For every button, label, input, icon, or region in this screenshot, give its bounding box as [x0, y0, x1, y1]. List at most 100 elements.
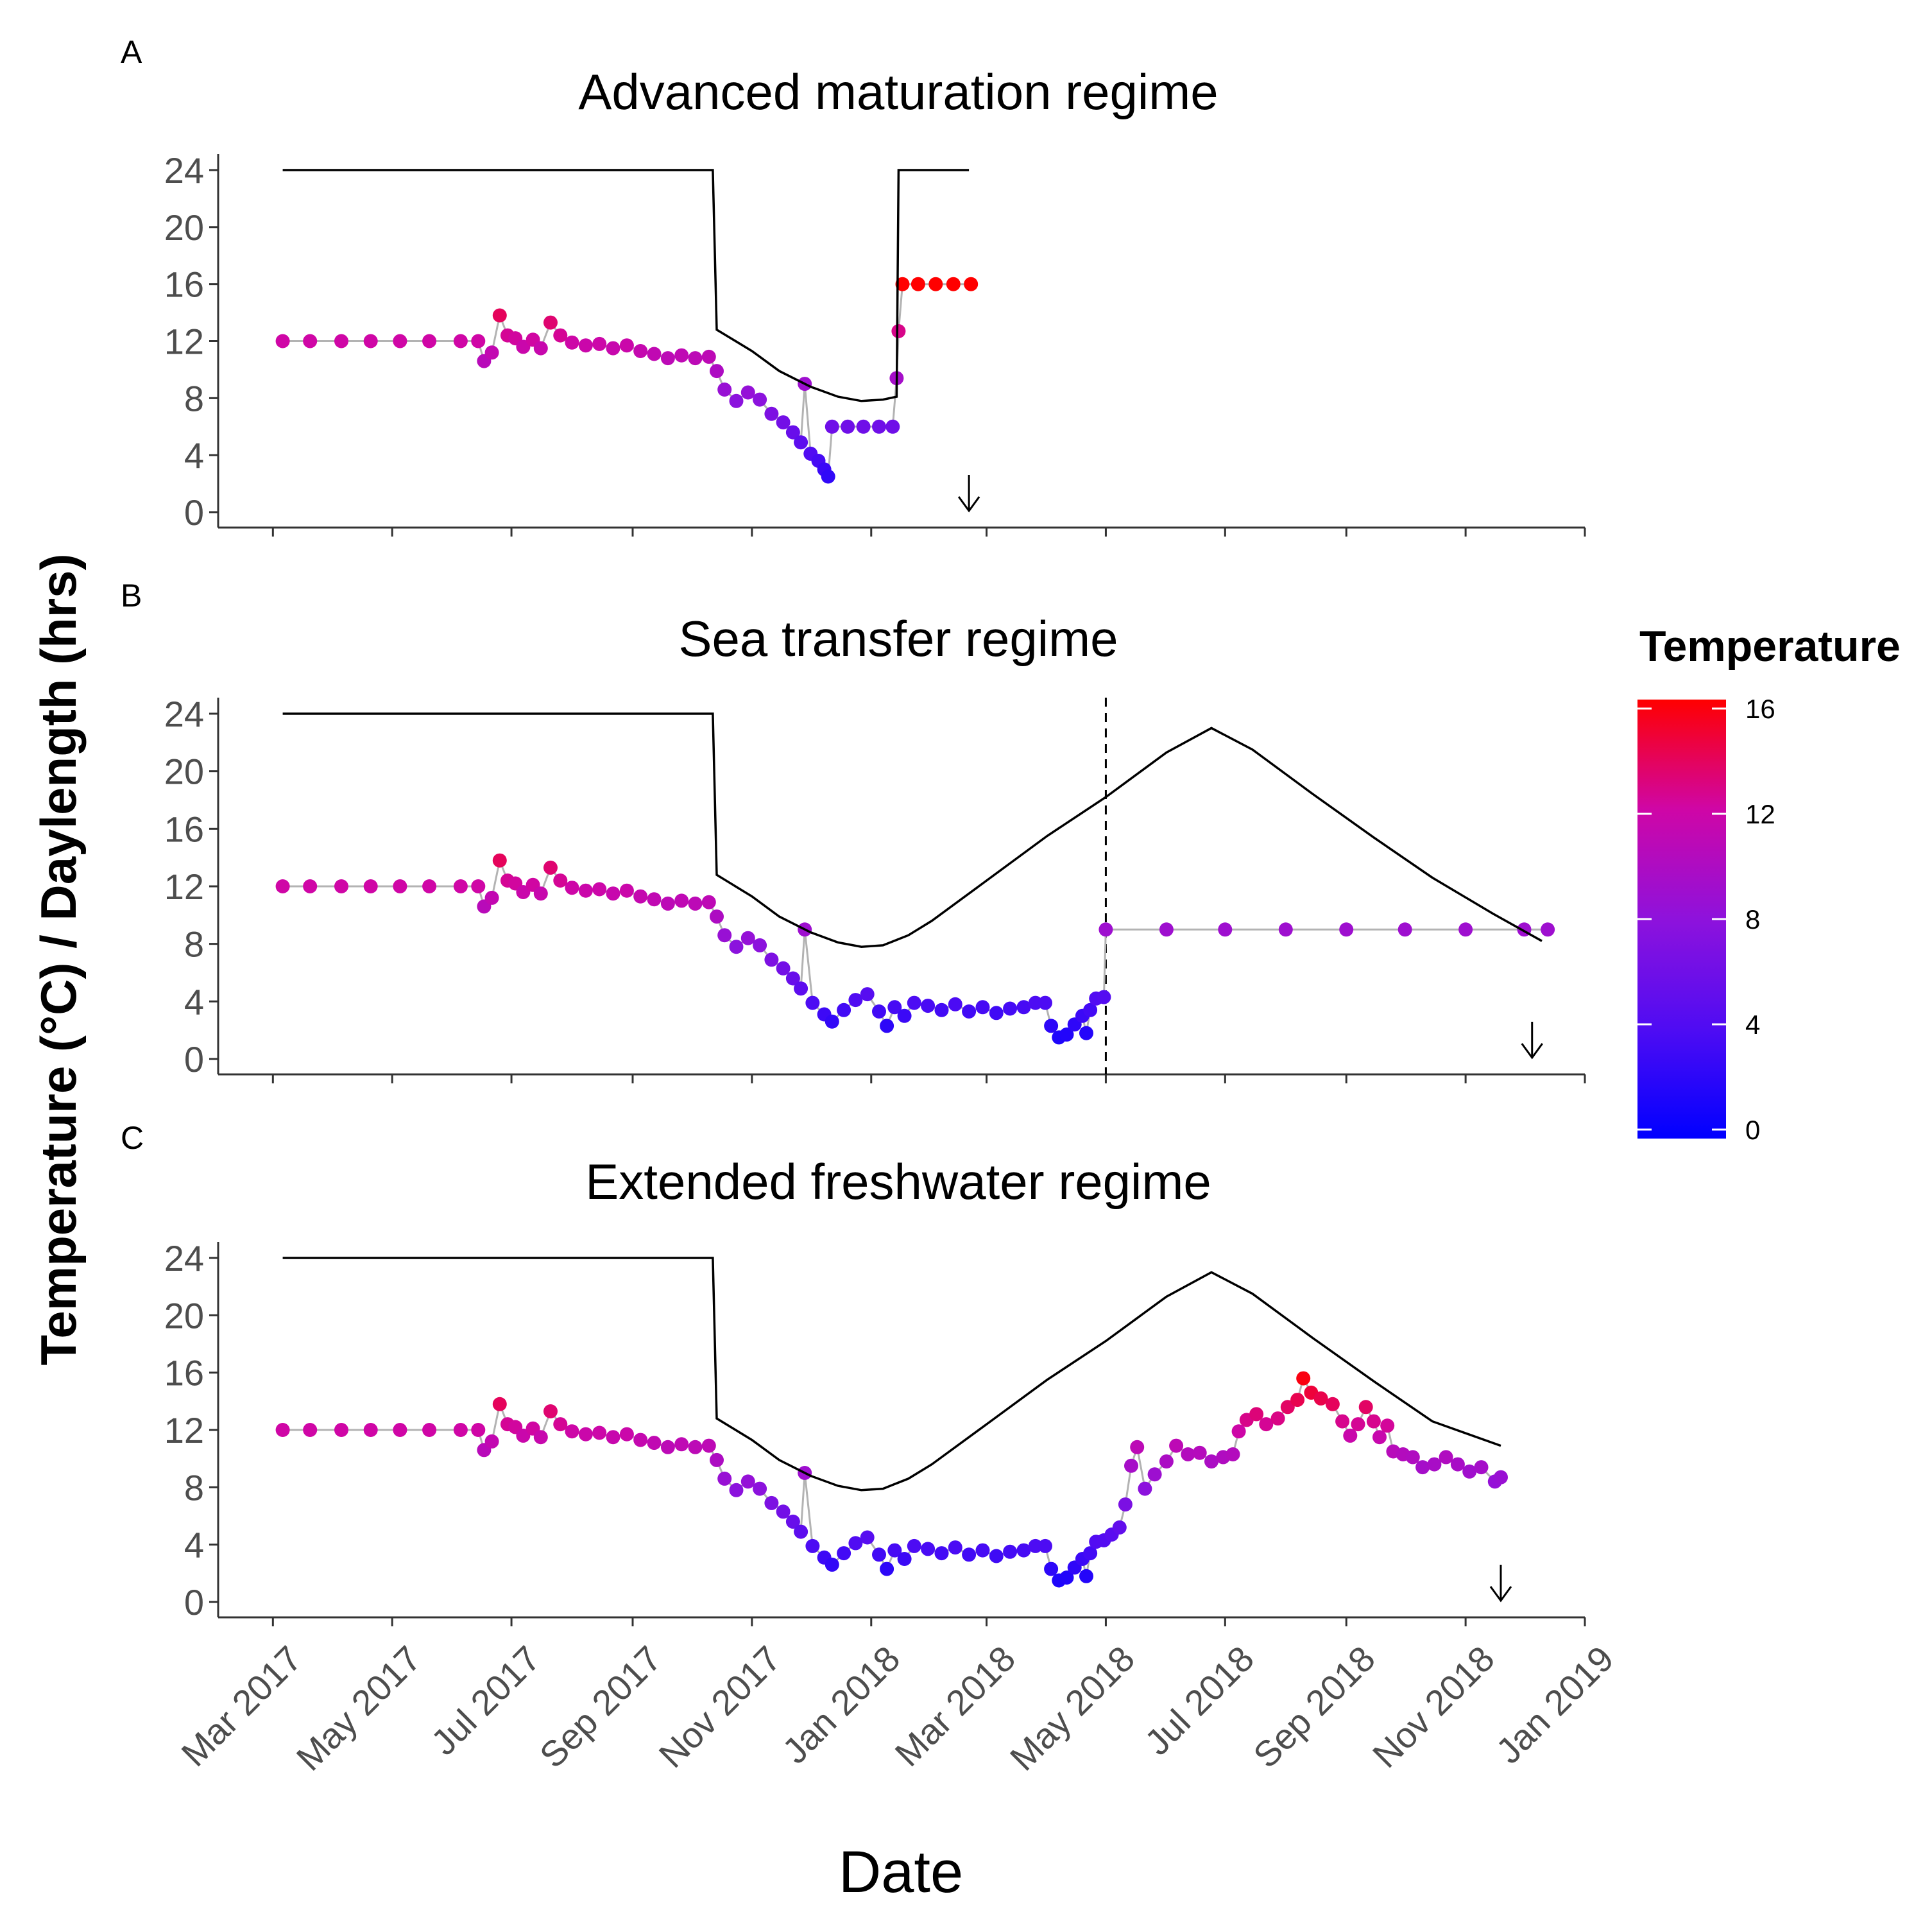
temperature-point	[275, 1423, 290, 1437]
temperature-point	[1226, 1447, 1240, 1461]
temperature-point	[907, 995, 921, 1010]
end-arrow-head	[1521, 1043, 1543, 1060]
temperature-point	[946, 277, 961, 291]
temperature-point	[701, 349, 716, 364]
panel-b: B Sea transfer regime 0 4 8 12 16 20 24	[121, 578, 1586, 1083]
temperature-point	[688, 896, 703, 911]
temperature-point	[872, 419, 886, 434]
temperature-point	[334, 334, 348, 349]
temperature-point	[334, 1423, 348, 1437]
temperature-point	[533, 886, 548, 901]
temperature-point	[674, 893, 689, 908]
temperature-point	[740, 385, 755, 400]
x-tick-label: Mar 2017	[173, 1638, 309, 1774]
temperature-point	[592, 1425, 607, 1440]
temperature-point	[1249, 1407, 1264, 1422]
temperature-point	[492, 1397, 507, 1411]
temperature-point	[860, 987, 875, 1002]
temperature-point	[1358, 1400, 1373, 1415]
temperature-point	[303, 334, 318, 349]
y-tick-label: 0	[184, 492, 204, 533]
legend-tick-label: 12	[1745, 799, 1775, 829]
daylength-line	[282, 712, 1543, 948]
temperature-point	[1380, 1418, 1395, 1433]
temperature-point	[543, 860, 558, 875]
temperature-point	[363, 334, 378, 349]
temperature-point	[717, 928, 732, 943]
panel-letter-a: A	[121, 34, 142, 70]
x-tick-label: Sep 2018	[1245, 1638, 1383, 1775]
temperature-point	[1339, 922, 1354, 937]
x-tick-label: Sep 2017	[532, 1638, 669, 1775]
temperature-point	[516, 1428, 531, 1443]
temperature-point	[553, 873, 568, 888]
temperature-point	[422, 334, 437, 349]
temperature-point	[334, 879, 348, 893]
temperature-point	[1112, 1520, 1127, 1535]
temperature-point	[1169, 1438, 1184, 1453]
y-tick-label: 4	[184, 1525, 204, 1565]
temperature-point	[891, 324, 906, 338]
temperature-point	[753, 1481, 767, 1496]
temperature-point	[895, 277, 910, 291]
end-arrow-head	[957, 496, 980, 513]
temperature-point	[578, 338, 593, 353]
temperature-point	[553, 1417, 568, 1432]
temperature-point	[453, 334, 468, 349]
temperature-point	[872, 1004, 886, 1019]
temperature-point	[837, 1003, 851, 1017]
y-tick-label: 12	[164, 866, 204, 907]
temperature-point	[543, 315, 558, 330]
x-tick-label: Nov 2018	[1365, 1638, 1502, 1775]
x-tick-label: May 2018	[1002, 1638, 1142, 1778]
temperature-point	[1405, 1450, 1420, 1465]
temperature-point	[934, 1003, 949, 1017]
temperature-point	[633, 1433, 648, 1447]
temperature-point	[275, 879, 290, 893]
temperature-point	[660, 896, 675, 911]
y-tick-label: 16	[164, 1353, 204, 1393]
temperature-point	[674, 1437, 689, 1452]
temperature-point	[1259, 1417, 1274, 1432]
temperature-point	[885, 419, 900, 434]
temperature-point	[776, 1504, 791, 1519]
temperature-point	[1366, 1414, 1381, 1429]
temperature-point	[776, 415, 791, 430]
y-tick-label: 20	[164, 752, 204, 792]
legend-ticks: 0 4 8 12 16	[1637, 694, 1775, 1145]
temperature-point	[393, 1423, 407, 1437]
temperature-point	[516, 340, 531, 354]
temperature-point	[275, 334, 290, 349]
temperature-point	[837, 1546, 851, 1561]
temperature-point	[492, 308, 507, 323]
temperature-point	[303, 879, 318, 893]
temperature-point	[860, 1530, 875, 1545]
temperature-point	[841, 419, 855, 434]
daylength-line	[282, 1257, 1501, 1492]
temperature-point	[848, 993, 863, 1008]
temperature-point	[363, 879, 378, 893]
temperature-point	[887, 1000, 902, 1015]
x-tick-label: Mar 2018	[887, 1638, 1023, 1774]
temperature-point	[484, 890, 499, 905]
legend-tick-label: 4	[1745, 1010, 1760, 1040]
temperature-point	[533, 341, 548, 356]
temperature-point	[688, 351, 703, 366]
temperature-point	[1138, 1481, 1152, 1496]
temperature-point	[880, 1562, 894, 1576]
temperature-point	[962, 1004, 977, 1019]
temperature-point	[1118, 1497, 1133, 1512]
x-tick-label: Jul 2018	[1137, 1638, 1261, 1762]
y-tick-label: 0	[184, 1582, 204, 1622]
y-tick-label: 24	[164, 150, 204, 191]
legend: Temperature 0 4 8 12 16	[1637, 622, 1901, 1145]
temperature-point	[776, 961, 791, 976]
temperature-point	[729, 1483, 744, 1497]
temperature-point	[1494, 1470, 1508, 1484]
temperature-connector-line	[282, 283, 971, 480]
temperature-point	[1016, 1000, 1031, 1015]
temperature-point	[1398, 922, 1412, 937]
temperature-point	[422, 1423, 437, 1437]
temperature-point	[543, 1404, 558, 1418]
